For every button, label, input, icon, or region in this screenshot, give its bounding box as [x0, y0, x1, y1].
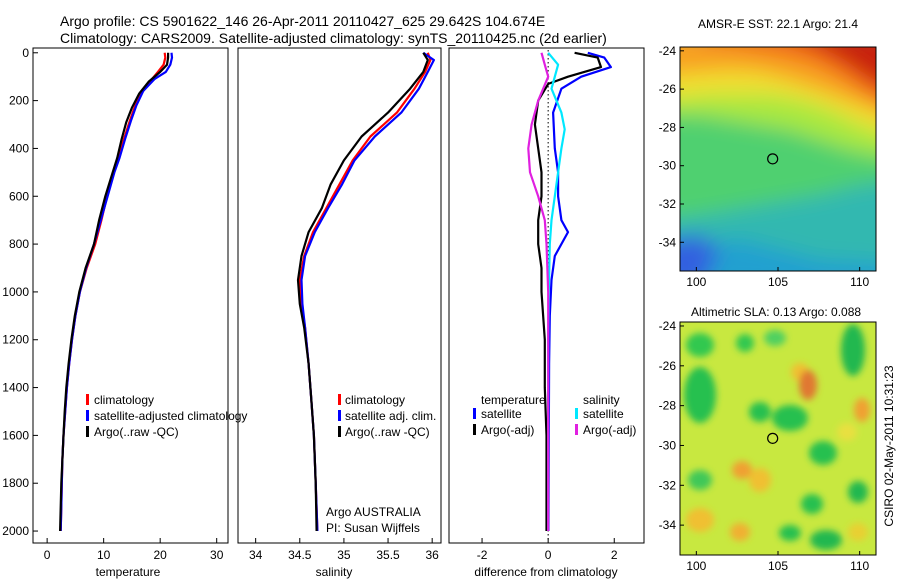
- legend-swatch-argo: [338, 426, 341, 437]
- series-line-temperature-satellite: [547, 51, 612, 532]
- legend-swatch-argo: [86, 426, 89, 437]
- difference-plot-frame: [448, 47, 645, 544]
- series-line-climatology: [298, 52, 432, 532]
- x-tick-label: 30: [210, 548, 224, 562]
- series-line-argo-raw-qc: [59, 52, 170, 532]
- map-y-tick-label: -28: [659, 399, 677, 413]
- legend-swatch-sal-satellite: [575, 408, 578, 419]
- legend-label-sal-argo: Argo(-adj): [583, 423, 636, 437]
- map-y-tick-label: -30: [659, 159, 677, 173]
- y-tick-label: 1600: [2, 428, 29, 442]
- sla-map-panel: Altimetric SLA: 0.13 Argo: 0.088: [659, 305, 877, 573]
- difference-profile-panel: -2 0 2 difference from climatology tempera…: [448, 47, 645, 579]
- legend-label-satellite-adjusted: satellite-adjusted climatology: [94, 409, 247, 423]
- y-tick-label: 600: [9, 189, 29, 203]
- legend-heading-salinity: salinity: [583, 393, 620, 407]
- temperature-profile-panel: 0 10 20 30 0 200 400 600 800 1000 1200 1400 1600 180…: [2, 46, 247, 579]
- y-tick-label: 2000: [2, 524, 29, 538]
- x-tick-label: 35.5: [376, 548, 400, 562]
- x-tick-label: 0: [44, 548, 51, 562]
- map-x-tick-label: 105: [768, 559, 788, 573]
- temperature-x-label: temperature: [96, 565, 161, 579]
- legend-label-argo: Argo(..raw -QC): [345, 425, 430, 439]
- legend-swatch-climatology: [338, 394, 341, 405]
- legend-swatch-climatology: [86, 394, 89, 405]
- map-x-tick-label: 105: [768, 275, 788, 289]
- map-y-tick-label: -26: [659, 359, 677, 373]
- sst-map-title: AMSR-E SST: 22.1 Argo: 21.4: [698, 17, 858, 31]
- y-tick-label: 800: [9, 237, 29, 251]
- legend-swatch-satellite-adj: [338, 410, 341, 421]
- map-y-tick-label: -32: [659, 197, 677, 211]
- legend-label-sal-satellite: satellite: [583, 407, 624, 421]
- x-tick-label: 10: [97, 548, 111, 562]
- map-x-tick-label: 100: [686, 559, 706, 573]
- figure-title-line2: Climatology: CARS2009. Satellite-adjuste…: [60, 30, 607, 46]
- x-tick-label: 20: [153, 548, 167, 562]
- series-line-satellite-adjusted-climatology: [59, 52, 174, 532]
- figure-title-line1: Argo profile: CS 5901622_146 26-Apr-2011…: [60, 13, 545, 29]
- map-x-tick-label: 110: [850, 559, 869, 573]
- salinity-legend: climatology satellite adj. clim. Argo(..…: [338, 393, 436, 439]
- x-tick-label: 34.5: [288, 548, 312, 562]
- legend-label-temp-argo: Argo(-adj): [481, 423, 534, 437]
- legend-heading-temperature: temperature: [481, 393, 546, 407]
- y-tick-label: 400: [9, 141, 29, 155]
- map-y-tick-label: -24: [659, 44, 677, 58]
- sst-heatmap: [680, 47, 876, 271]
- difference-legend: temperature satellite Argo(-adj) salinit…: [473, 393, 636, 437]
- argo-country-annotation: Argo AUSTRALIA: [326, 505, 421, 519]
- argo-location-marker: [767, 153, 779, 165]
- legend-label-climatology: climatology: [94, 393, 154, 407]
- series-line-climatology: [59, 52, 167, 532]
- legend-swatch-temp-satellite: [473, 408, 476, 419]
- map-y-tick-label: -34: [659, 235, 677, 249]
- map-y-tick-label: -28: [659, 120, 677, 134]
- series-line-salinity-argo-adj: [527, 52, 550, 531]
- y-tick-label: 1200: [2, 333, 29, 347]
- y-tick-label: 1000: [2, 285, 29, 299]
- y-tick-label: 200: [9, 94, 29, 108]
- salinity-profile-panel: 34 34.5 35 35.5 36 salinity climatology sate…: [237, 47, 442, 579]
- y-tick-label: 1400: [2, 381, 29, 395]
- legend-label-temp-satellite: satellite: [481, 407, 522, 421]
- y-tick-label: 1800: [2, 476, 29, 490]
- map-y-tick-label: -32: [659, 478, 677, 492]
- x-tick-label: -2: [477, 548, 488, 562]
- series-line-argo-raw-qc: [296, 52, 429, 532]
- series-line-satellite-adj-clim: [300, 51, 435, 532]
- footer-timestamp: CSIRO 02-May-2011 10:31:23: [882, 365, 896, 527]
- legend-label-argo: Argo(..raw -QC): [94, 425, 179, 439]
- map-y-tick-label: -34: [659, 518, 677, 532]
- legend-label-satellite-adj: satellite adj. clim.: [345, 409, 436, 423]
- temperature-plot-frame: [32, 47, 229, 544]
- legend-swatch-satellite-adjusted: [86, 410, 89, 421]
- x-tick-label: 0: [545, 548, 552, 562]
- map-y-tick-label: -30: [659, 438, 677, 452]
- x-tick-label: 36: [425, 548, 439, 562]
- salinity-x-label: salinity: [316, 565, 353, 579]
- map-x-tick-label: 110: [850, 275, 869, 289]
- map-x-tick-label: 100: [686, 275, 706, 289]
- series-line-temperature-argo-adj: [533, 51, 603, 531]
- legend-swatch-temp-argo: [473, 424, 476, 435]
- x-tick-label: 35: [337, 548, 351, 562]
- temperature-legend: climatology satellite-adjusted climatolo…: [86, 393, 247, 439]
- y-tick-label: 0: [22, 46, 29, 60]
- difference-x-label: difference from climatology: [474, 565, 617, 579]
- sla-map-title: Altimetric SLA: 0.13 Argo: 0.088: [691, 305, 861, 319]
- x-tick-label: 2: [611, 548, 618, 562]
- salinity-plot-frame: [237, 47, 442, 544]
- argo-location-marker: [767, 432, 779, 444]
- legend-swatch-sal-argo: [575, 424, 578, 435]
- map-y-tick-label: -26: [659, 82, 677, 96]
- legend-label-climatology: climatology: [345, 393, 405, 407]
- pi-annotation: PI: Susan Wijffels: [326, 521, 420, 535]
- x-tick-label: 34: [249, 548, 263, 562]
- sst-map-panel: AMSR-E SST: 22.1 Argo: 21.4 100 105 110 -2…: [659, 17, 877, 289]
- map-y-tick-label: -24: [659, 319, 677, 333]
